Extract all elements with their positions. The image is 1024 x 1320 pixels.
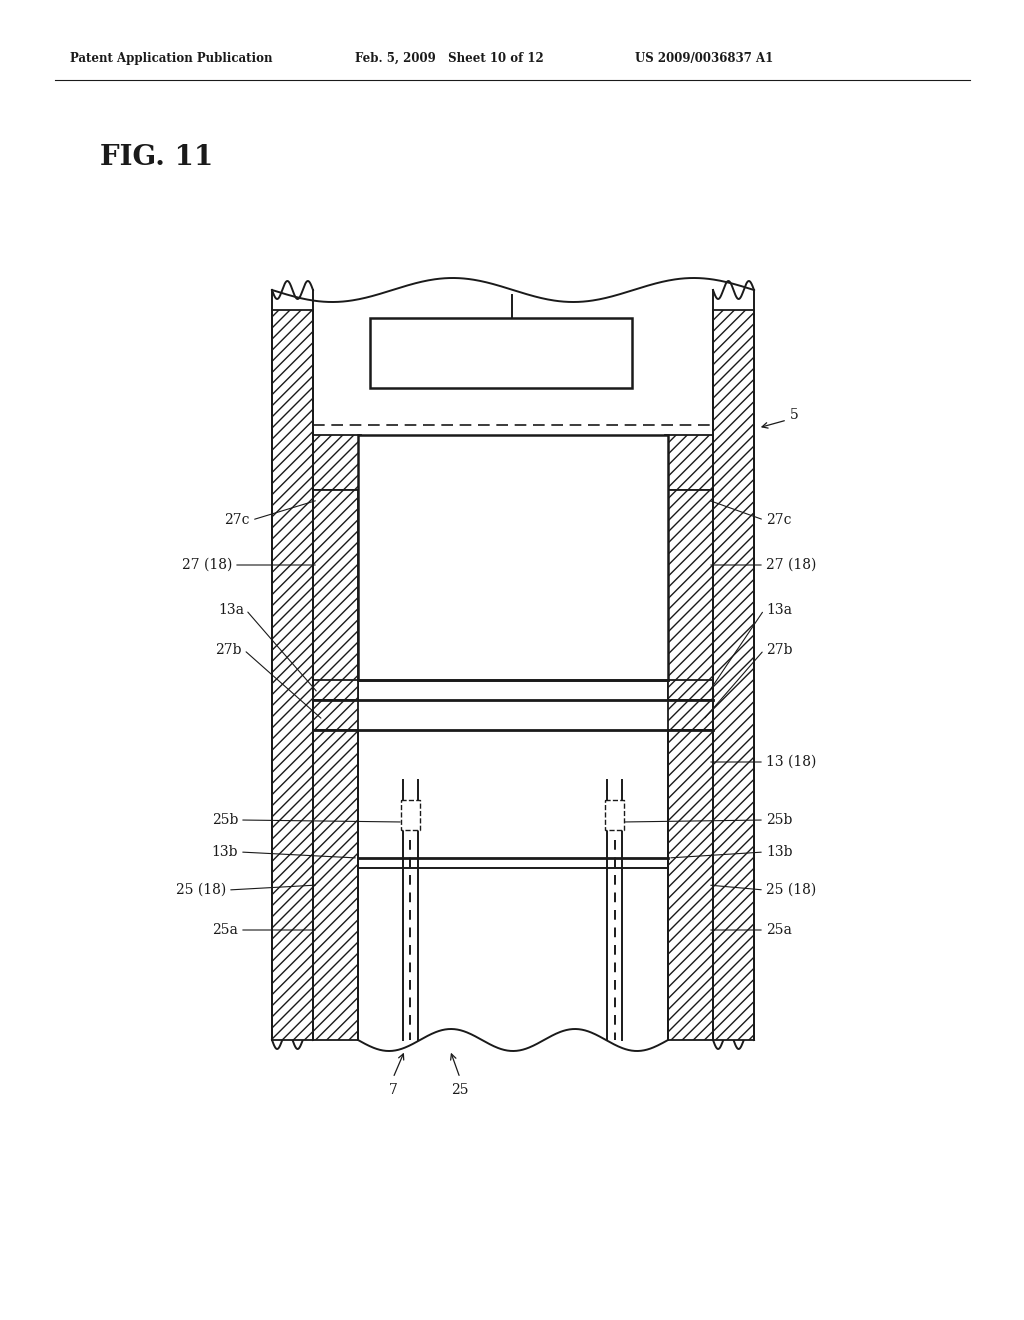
- Text: 27b: 27b: [766, 643, 793, 657]
- Text: 13a: 13a: [766, 603, 792, 616]
- Text: 25a: 25a: [766, 923, 792, 937]
- Bar: [668, 700, 713, 730]
- Text: 25 (18): 25 (18): [766, 883, 816, 898]
- Text: 7: 7: [388, 1082, 397, 1097]
- Bar: [313, 490, 358, 700]
- Bar: [272, 310, 313, 1040]
- Text: 27 (18): 27 (18): [766, 558, 816, 572]
- Bar: [313, 680, 358, 700]
- Text: FIG. 11: FIG. 11: [100, 144, 213, 172]
- Text: 13b: 13b: [212, 845, 238, 859]
- Bar: [370, 318, 632, 388]
- Text: 27b: 27b: [215, 643, 242, 657]
- Text: 25b: 25b: [766, 813, 793, 828]
- Text: 5: 5: [790, 408, 799, 422]
- Text: Feb. 5, 2009   Sheet 10 of 12: Feb. 5, 2009 Sheet 10 of 12: [355, 51, 544, 65]
- Text: 25a: 25a: [212, 923, 238, 937]
- Bar: [713, 310, 754, 1040]
- Bar: [668, 730, 713, 1040]
- Text: 13 (18): 13 (18): [766, 755, 816, 770]
- Text: 25 (18): 25 (18): [176, 883, 226, 898]
- Bar: [358, 436, 668, 680]
- Text: 25b: 25b: [212, 813, 238, 828]
- Text: Patent Application Publication: Patent Application Publication: [70, 51, 272, 65]
- Bar: [605, 800, 624, 830]
- Text: 27c: 27c: [224, 513, 250, 527]
- Text: 27 (18): 27 (18): [181, 558, 232, 572]
- Text: US 2009/0036837 A1: US 2009/0036837 A1: [635, 51, 773, 65]
- Bar: [313, 700, 358, 730]
- Bar: [665, 436, 713, 490]
- Bar: [668, 490, 713, 700]
- Text: 25: 25: [452, 1082, 469, 1097]
- Bar: [668, 680, 713, 700]
- Bar: [313, 730, 358, 1040]
- Text: 27c: 27c: [766, 513, 792, 527]
- Bar: [401, 800, 420, 830]
- Bar: [313, 436, 361, 490]
- Text: 13a: 13a: [218, 603, 244, 616]
- Text: 13b: 13b: [766, 845, 793, 859]
